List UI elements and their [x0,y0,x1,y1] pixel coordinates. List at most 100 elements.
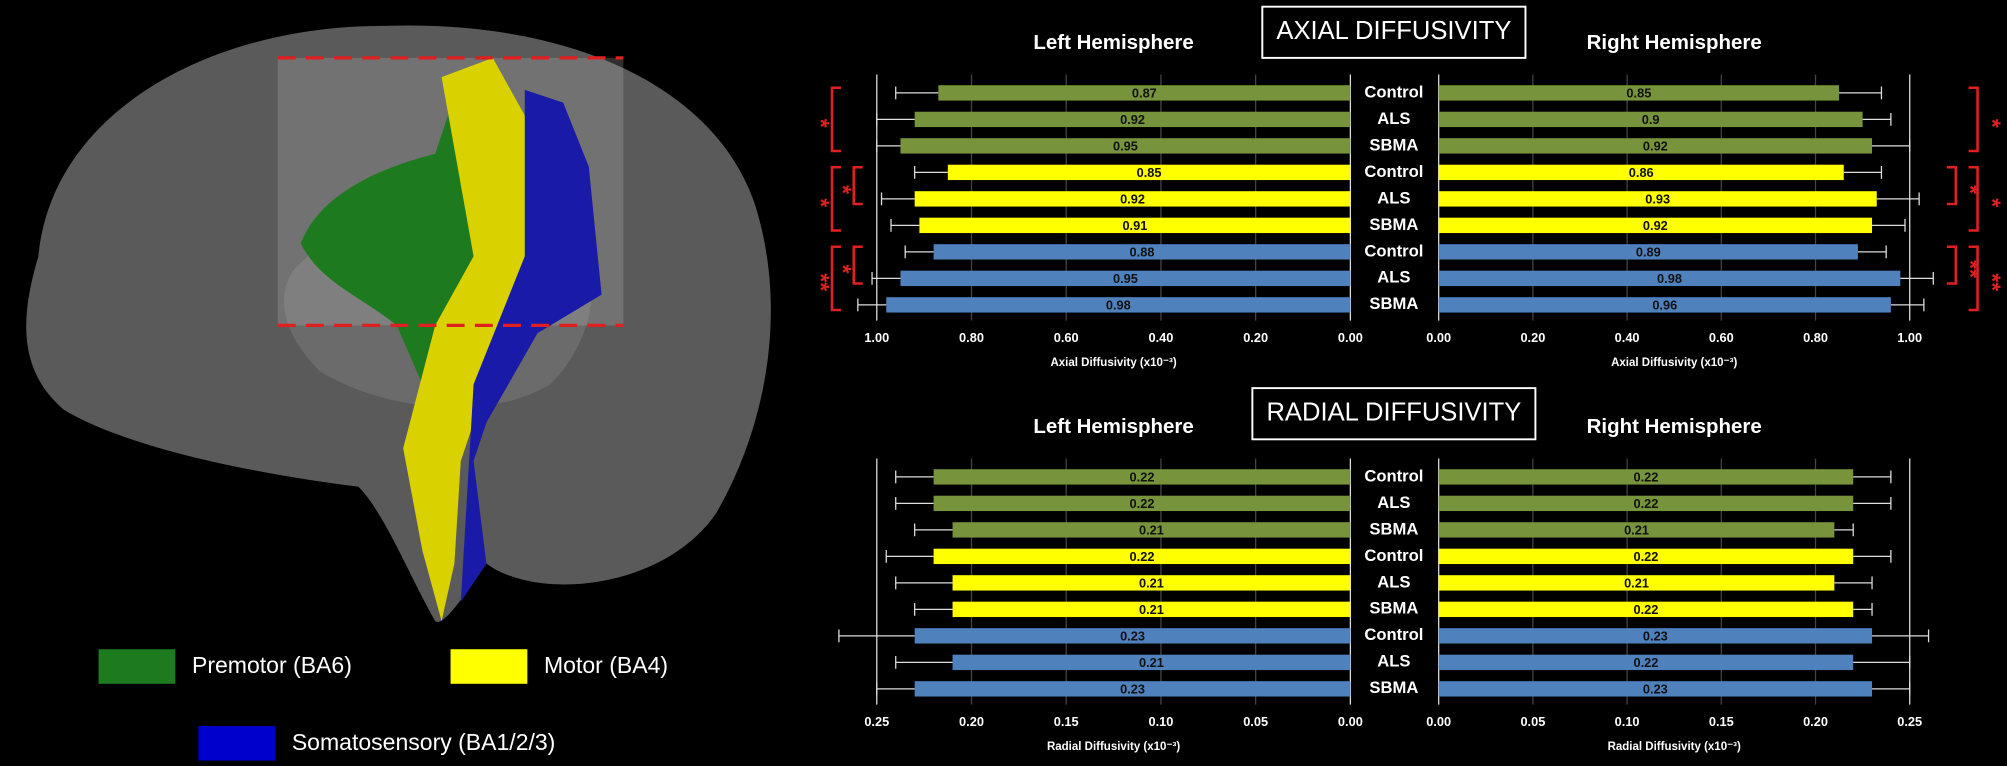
bar [1438,191,1877,207]
category-label: ALS [1377,652,1410,671]
significance-bracket [830,165,841,232]
significance-label: * [1958,185,1984,194]
value-label: 0.21 [1139,602,1164,617]
bar [1438,138,1873,154]
x-tick-label: 0.20 [1803,714,1828,729]
value-label: 0.22 [1130,496,1155,511]
significance-label: * [808,198,834,207]
value-label: 0.92 [1643,139,1668,154]
x-tick-label: 0.00 [1426,330,1451,345]
x-tick-label: 0.20 [1243,330,1268,345]
category-label: SBMA [1369,678,1418,697]
category-label: Control [1364,82,1423,101]
value-label: 0.93 [1645,192,1670,207]
x-tick-label: 0.05 [1520,714,1545,729]
x-tick-label: 0.40 [1615,330,1640,345]
legend-label: Premotor (BA6) [192,652,352,678]
value-label: 0.92 [1120,112,1145,127]
value-label: 0.98 [1657,271,1682,286]
bar [1438,111,1863,128]
category-label: SBMA [1369,599,1418,618]
value-label: 0.22 [1130,470,1155,485]
category-label: SBMA [1369,519,1418,538]
panel-title-box [1251,387,1537,441]
x-tick-label: 1.00 [1897,330,1922,345]
significance-label: ** [1958,260,1984,278]
x-axis-label: Axial Diffusivity (x10⁻³) [1050,357,1176,369]
value-label: 0.21 [1624,576,1649,591]
bar [1438,244,1858,260]
x-tick-label: 0.15 [1054,714,1079,729]
value-label: 0.95 [1113,139,1138,154]
category-label: SBMA [1369,215,1418,234]
value-label: 0.91 [1122,218,1147,233]
value-label: 0.21 [1139,655,1164,670]
x-tick-label: 0.00 [1426,714,1451,729]
x-tick-label: 0.80 [1803,330,1828,345]
bar [933,244,1351,260]
value-label: 0.86 [1629,165,1654,180]
x-tick-label: 0.40 [1148,330,1173,345]
bar [933,469,1351,485]
bar [952,654,1351,671]
value-label: 0.23 [1643,629,1668,644]
x-tick-label: 0.20 [1520,330,1545,345]
significance-bracket [852,245,863,285]
value-label: 0.96 [1652,298,1677,313]
value-label: 0.21 [1139,523,1164,538]
bar [1438,522,1835,538]
chart-title: Left Hemisphere [1033,415,1193,438]
significance-bracket [852,165,863,206]
x-tick-label: 0.60 [1054,330,1079,345]
category-label: ALS [1377,109,1410,128]
bar [1438,575,1835,591]
chart-title: Right Hemisphere [1587,31,1762,54]
value-label: 0.23 [1120,629,1145,644]
bar [1438,628,1873,644]
value-label: 0.21 [1624,523,1649,538]
significance-label: ** [808,273,834,291]
x-tick-label: 0.25 [864,714,889,729]
value-label: 0.22 [1633,655,1658,670]
bar [1438,469,1854,485]
value-label: 0.92 [1120,192,1145,207]
legend-label: Somatosensory (BA1/2/3) [292,729,556,755]
category-label: ALS [1377,268,1410,287]
category-label: Control [1364,625,1423,644]
bar [947,164,1351,181]
x-tick-label: 0.60 [1709,330,1734,345]
category-label: ALS [1377,493,1410,512]
significance-bracket [1968,86,1979,153]
category-label: Control [1364,162,1423,181]
region-motor [403,57,532,622]
legend-swatch [198,726,276,761]
value-label: 0.9 [1642,112,1660,127]
value-label: 0.22 [1633,496,1658,511]
bar [1438,297,1891,313]
category-label: Control [1364,466,1423,485]
value-label: 0.92 [1643,218,1668,233]
chart-title: Left Hemisphere [1033,31,1193,54]
panel-title-box [1261,5,1527,59]
bar [914,191,1351,207]
legend-label: Motor (BA4) [544,652,668,678]
category-label: Control [1364,546,1423,565]
value-label: 0.22 [1633,602,1658,617]
bar [1438,548,1854,565]
chart-title: Right Hemisphere [1587,415,1762,438]
category-label: SBMA [1369,294,1418,313]
bar [933,495,1351,512]
value-label: 0.87 [1132,86,1157,101]
legend-swatch [450,649,528,684]
bar [933,548,1351,565]
category-label: Control [1364,241,1423,260]
x-tick-label: 0.00 [1338,714,1363,729]
x-tick-label: 1.00 [864,330,889,345]
x-tick-label: 0.10 [1615,714,1640,729]
brain-image [26,25,771,623]
value-label: 0.95 [1113,271,1138,286]
region-somatosensory [460,89,602,602]
x-tick-label: 0.00 [1338,330,1363,345]
bar [1438,85,1840,101]
